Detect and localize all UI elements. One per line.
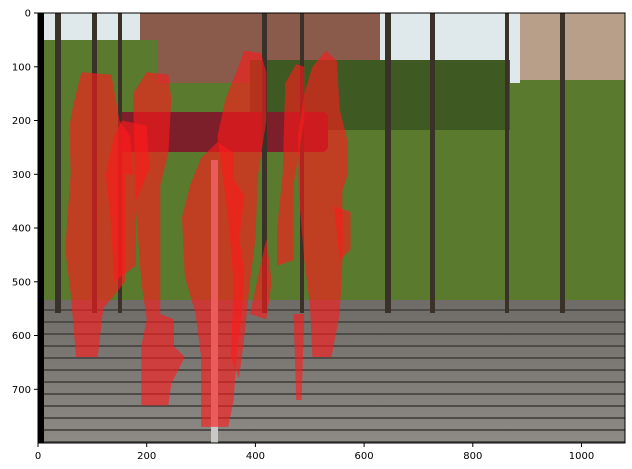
- y-axis: 0 100 200 300 400 500 600 700: [12, 9, 38, 396]
- segmentation-mask: [250, 238, 272, 320]
- tree-trunk: [430, 13, 435, 313]
- tree-trunk: [560, 13, 565, 313]
- segmentation-mask: [277, 64, 305, 266]
- y-tick-label: 400: [12, 224, 31, 235]
- y-tick-label: 500: [12, 277, 31, 288]
- tree-trunk: [55, 13, 61, 313]
- tree-trunk: [505, 13, 509, 313]
- x-tick-label: 1000: [569, 451, 594, 462]
- x-tick-label: 800: [463, 451, 482, 462]
- tree-trunk: [262, 13, 267, 313]
- x-tick-label: 200: [137, 451, 156, 462]
- y-tick-label: 100: [12, 62, 31, 73]
- segmentation-mask: [293, 314, 305, 400]
- x-tick-label: 600: [355, 451, 374, 462]
- segmentation-mask: [297, 50, 348, 357]
- x-axis: 0 200 400 600 800 1000: [35, 443, 594, 462]
- y-tick-label: 300: [12, 170, 31, 181]
- y-tick-label: 600: [12, 331, 31, 342]
- tree-trunk: [385, 13, 391, 313]
- x-tick-label: 0: [35, 451, 41, 462]
- y-tick-label: 0: [25, 9, 31, 20]
- y-tick-label: 200: [12, 116, 31, 127]
- segmentation-mask: [334, 206, 351, 261]
- segmentation-mask: [105, 120, 150, 282]
- y-tick-label: 700: [12, 385, 31, 396]
- segmentation-masks: [65, 50, 351, 427]
- x-tick-label: 400: [246, 451, 265, 462]
- segmentation-mask: [217, 50, 267, 379]
